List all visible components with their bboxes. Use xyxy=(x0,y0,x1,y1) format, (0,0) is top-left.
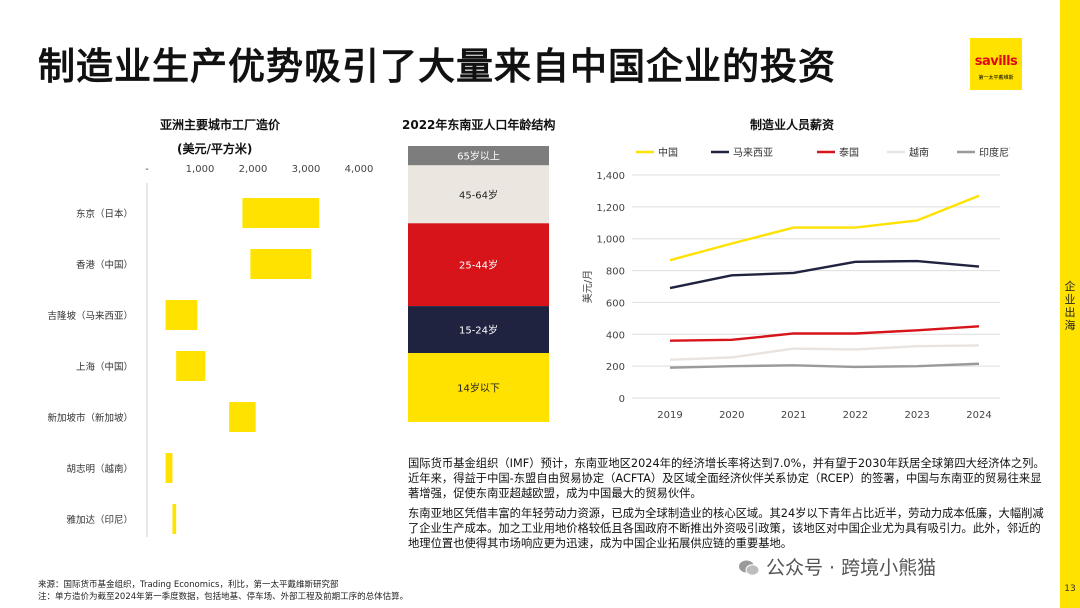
side-label-char: 企 xyxy=(1064,280,1076,293)
x-tick-label: 2023 xyxy=(904,410,929,421)
y-tick-label: 800 xyxy=(606,267,625,278)
page-title: 制造业生产优势吸引了大量来自中国企业的投资 xyxy=(38,45,836,88)
chart1-row-label: 吉隆坡（马来西亚） xyxy=(47,310,133,322)
series-line xyxy=(669,259,980,290)
wechat-watermark: 公众号 · 跨境小熊猫 xyxy=(738,553,936,580)
savills-logo: savills 第一太平戴维斯 xyxy=(970,38,1022,90)
y-tick-label: 1,400 xyxy=(596,171,625,182)
chart1-cost-bar xyxy=(250,249,312,279)
age-segment-label: 65岁以上 xyxy=(457,150,500,163)
logo-brand-text: savills xyxy=(974,54,1018,69)
chart1-x-tick: 2,000 xyxy=(239,164,268,175)
age-segment xyxy=(408,146,549,166)
series-line xyxy=(669,344,980,361)
x-tick-label: 2021 xyxy=(781,410,806,421)
y-tick-label: 1,200 xyxy=(596,203,625,214)
chart1-row-label: 香港（中国） xyxy=(76,259,133,271)
series-line xyxy=(669,194,980,262)
y-axis-label: 美元/月 xyxy=(581,270,594,303)
age-segment xyxy=(408,165,549,224)
age-segment-label: 14岁以下 xyxy=(457,382,500,395)
chart1-cost-bar xyxy=(165,453,173,483)
age-segment-label: 25-44岁 xyxy=(459,259,498,272)
chart1-cost-bar xyxy=(165,300,198,330)
factory-cost-chart: - 1,000 2,000 3,000 4,000 东京（日本） 香港（中国） 吉隆坡（马来西… xyxy=(47,164,374,537)
source-note: 来源：国际货币基金组织，Trading Economics，利比，第一太平戴维斯… xyxy=(38,580,339,590)
legend-label: 泰国 xyxy=(839,146,859,159)
wechat-text: 公众号 · 跨境小熊猫 xyxy=(766,557,937,579)
chart1-row-label: 东京（日本） xyxy=(76,208,133,220)
wage-line-chart: 中国 马来西亚 泰国 越南 印度尼西亚 0 200 400 600 800 1,000 1,200 1,… xyxy=(581,146,1010,421)
chart1-cost-bar xyxy=(172,504,177,534)
age-segment xyxy=(408,353,549,422)
side-section-label: 企业出海 xyxy=(1060,280,1080,332)
age-segment xyxy=(408,223,549,307)
y-tick-label: 400 xyxy=(606,330,625,341)
age-structure-chart: 65岁以上 45-64岁 25-44岁 15-24岁 14岁以下 xyxy=(408,146,549,422)
legend-label: 马来西亚 xyxy=(733,147,773,159)
chart1-row-label: 上海（中国） xyxy=(76,361,133,373)
y-tick-label: 0 xyxy=(619,394,625,405)
wechat-icon xyxy=(739,560,760,576)
series-line xyxy=(669,325,980,342)
side-accent-bar: 企业出海 13 xyxy=(1060,0,1080,608)
x-tick-label: 2022 xyxy=(843,410,868,421)
series-line xyxy=(669,362,980,369)
chart1-cost-bar xyxy=(176,351,206,381)
legend-label: 中国 xyxy=(658,146,678,159)
chart1-row-label: 新加坡市（新加坡） xyxy=(47,412,133,424)
chart3-title: 制造业人员薪资 xyxy=(750,118,835,132)
chart1-row-label: 胡志明（越南） xyxy=(66,463,133,475)
x-tick-label: 2024 xyxy=(966,410,991,421)
y-tick-label: 1,000 xyxy=(596,235,625,246)
legend-label: 印度尼西亚 xyxy=(979,146,1010,159)
chart1-x-tick: 4,000 xyxy=(345,164,374,175)
chart1-cost-bar xyxy=(242,198,320,228)
side-label-char: 海 xyxy=(1064,319,1076,332)
side-label-char: 业 xyxy=(1064,293,1076,306)
age-segment-label: 45-64岁 xyxy=(459,188,498,201)
y-tick-label: 600 xyxy=(606,298,625,309)
chart1-title: 亚洲主要城市工厂造价 xyxy=(160,118,281,132)
footnote: 注：单方造价为截至2024年第一季度数据，包括地基、停车场、外部工程及前期工序的… xyxy=(38,592,409,602)
chart1-cost-bar xyxy=(229,402,256,432)
paragraph-2: 东南亚地区凭借丰富的年轻劳动力资源，已成为全球制造业的核心区域。其24岁以下青年… xyxy=(408,507,1044,550)
page-number: 13 xyxy=(1064,584,1076,594)
age-segment xyxy=(408,306,549,353)
chart2-title: 2022年东南亚人口年龄结构 xyxy=(402,118,556,132)
logo-sub-text: 第一太平戴维斯 xyxy=(978,75,1014,81)
side-label-char: 出 xyxy=(1064,306,1076,319)
chart1-x-tick: - xyxy=(145,164,149,175)
legend-label: 越南 xyxy=(909,146,929,159)
paragraph-1: 国际货币基金组织（IMF）预计，东南亚地区2024年的经济增长率将达到7.0%，… xyxy=(408,457,1045,500)
y-tick-label: 200 xyxy=(606,362,625,373)
chart1-unit: (美元/平方米) xyxy=(177,142,253,156)
x-tick-label: 2020 xyxy=(719,410,744,421)
chart1-row-label: 雅加达（印尼） xyxy=(66,514,133,526)
x-tick-label: 2019 xyxy=(657,410,682,421)
chart1-x-tick: 1,000 xyxy=(186,164,215,175)
chart1-x-tick: 3,000 xyxy=(292,164,321,175)
age-segment-label: 15-24岁 xyxy=(459,324,498,337)
